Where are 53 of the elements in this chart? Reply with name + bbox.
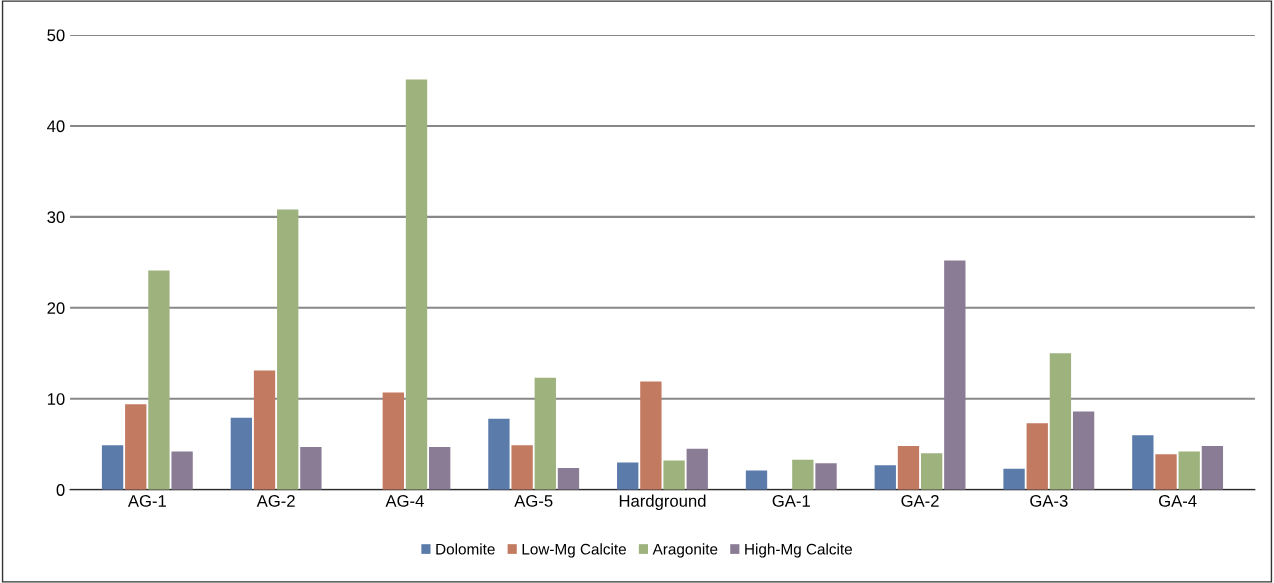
x-tick-label: GA-3 (1030, 495, 1068, 507)
bar (1026, 423, 1048, 490)
bar (1132, 435, 1154, 490)
bar (815, 463, 837, 490)
bar (897, 446, 920, 490)
y-tick-label: 10 (47, 393, 65, 405)
bar (511, 445, 533, 490)
y-tick-label: 0 (56, 484, 65, 496)
x-tick-label: AG-5 (514, 495, 553, 507)
bar (1072, 411, 1095, 490)
bar (557, 467, 580, 490)
legend-label: Low-Mg Calcite (522, 543, 626, 558)
legend-label: High-Mg Calcite (745, 543, 852, 558)
y-tick-label: 50 (47, 29, 65, 42)
bar (640, 381, 662, 490)
bar (253, 370, 276, 490)
bar (171, 451, 193, 490)
bar (1155, 454, 1177, 490)
bar (488, 418, 510, 490)
y-tick-label: 40 (47, 120, 65, 133)
y-tick-label: 30 (47, 211, 65, 224)
bar (617, 462, 639, 490)
bar (382, 392, 404, 490)
bar (101, 445, 124, 490)
y-tick-label: 20 (47, 302, 65, 315)
bar (230, 417, 253, 490)
x-tick-label: AG-1 (127, 495, 166, 507)
bar (874, 465, 896, 490)
bar (125, 404, 147, 490)
bar (1003, 468, 1025, 490)
bar (300, 446, 322, 490)
legend-label: Aragonite (652, 543, 718, 558)
legend-label: Dolomite (436, 543, 495, 555)
x-tick-label: AG-4 (385, 495, 424, 507)
bar (944, 260, 966, 490)
bar (1049, 353, 1072, 490)
x-tick-label: AG-2 (256, 495, 295, 507)
x-tick-label: Hardground (619, 494, 706, 511)
bar (686, 448, 708, 490)
x-tick-label: GA-1 (772, 495, 810, 507)
x-tick-label: GA-2 (901, 495, 939, 507)
bar (920, 453, 943, 490)
bar (534, 377, 556, 490)
x-tick-label: GA-4 (1159, 495, 1197, 507)
bar (1178, 451, 1200, 490)
bar (792, 459, 814, 490)
bar (429, 446, 451, 490)
bar (405, 79, 428, 490)
bar (277, 209, 299, 490)
bar (745, 470, 768, 490)
bar (148, 270, 170, 490)
bar (1201, 446, 1224, 490)
bar (663, 460, 685, 490)
